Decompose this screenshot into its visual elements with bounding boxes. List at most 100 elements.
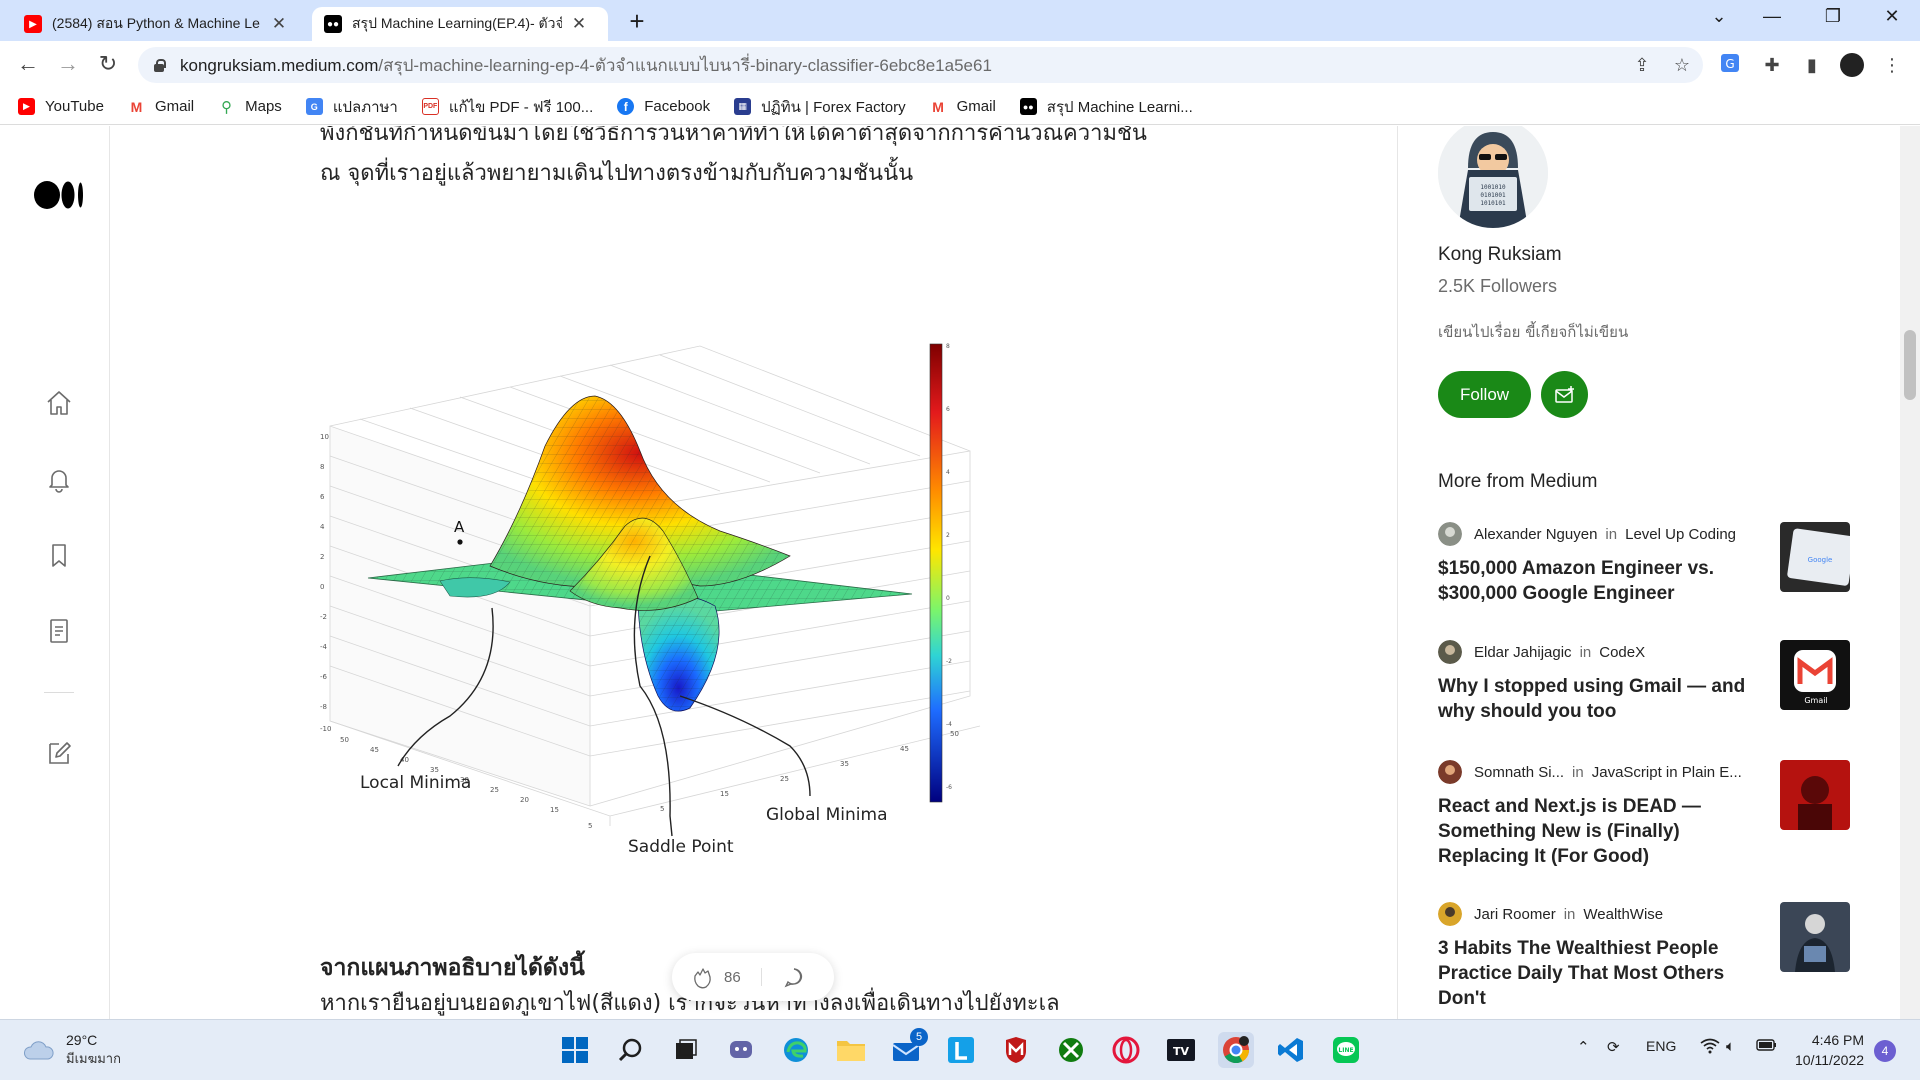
page-scrollbar[interactable]	[1900, 126, 1920, 1019]
story-publication[interactable]: WealthWise	[1583, 905, 1664, 923]
address-bar[interactable]: kongruksiam.medium.com/สรุป-machine-lear…	[138, 47, 1703, 83]
recommended-story[interactable]: Somnath Si... in JavaScript in Plain E..…	[1438, 760, 1898, 869]
story-author[interactable]: Jari Roomer	[1474, 905, 1556, 923]
share-icon[interactable]: ⇪	[1634, 55, 1650, 75]
author-mini-avatar[interactable]	[1438, 522, 1462, 546]
recommended-story[interactable]: Jari Roomer in WealthWise 3 Habits The W…	[1438, 902, 1898, 1011]
svg-text:1001010: 1001010	[1480, 184, 1506, 191]
story-publication[interactable]: Level Up Coding	[1625, 525, 1737, 543]
show-hidden-icons-chevron[interactable]: ⌃	[1577, 1039, 1590, 1056]
edge-browser-button[interactable]	[778, 1032, 814, 1068]
search-button[interactable]	[613, 1032, 649, 1068]
bookmark-gmail-2[interactable]: M Gmail	[929, 98, 996, 115]
recommended-story[interactable]: Eldar Jahijagic in CodeX Why I stopped u…	[1438, 640, 1898, 724]
response-comment-icon[interactable]	[782, 965, 806, 989]
story-headline[interactable]: $150,000 Amazon Engineer vs. $300,000 Go…	[1438, 558, 1714, 604]
back-button[interactable]: ←	[17, 51, 39, 76]
author-mini-avatar[interactable]	[1438, 760, 1462, 784]
close-tab-icon[interactable]: ✕	[271, 14, 287, 33]
subscribe-email-button[interactable]	[1541, 371, 1588, 418]
story-thumbnail[interactable]	[1780, 760, 1850, 830]
mail-button[interactable]: 5	[888, 1028, 928, 1068]
bookmarks-list-icon[interactable]	[44, 540, 74, 570]
weather-widget[interactable]: 29°C มีเมฆมาก	[22, 1032, 121, 1069]
mcafee-button[interactable]	[998, 1032, 1034, 1068]
story-thumbnail[interactable]: Google	[1780, 522, 1850, 592]
svg-text:-8: -8	[320, 703, 327, 711]
new-tab-button[interactable]: +	[629, 6, 645, 36]
bookmark-youtube[interactable]: ▶ YouTube	[18, 98, 104, 115]
tradingview-button[interactable]: TV	[1163, 1032, 1199, 1068]
story-thumbnail[interactable]: Gmail	[1780, 640, 1850, 710]
tab-medium[interactable]: ●● สรุป Machine Learning(EP.4)- ตัวจำ ✕	[312, 7, 608, 41]
lock-icon[interactable]	[152, 58, 166, 72]
story-headline[interactable]: 3 Habits The Wealthiest People Practice …	[1438, 938, 1725, 1009]
story-headline[interactable]: Why I stopped using Gmail — and why shou…	[1438, 676, 1746, 722]
story-author[interactable]: Somnath Si...	[1474, 763, 1565, 781]
story-headline[interactable]: React and Next.js is DEAD — Something Ne…	[1438, 796, 1701, 867]
author-followers[interactable]: 2.5K Followers	[1438, 276, 1558, 296]
bookmark-forex-factory[interactable]: ▦ ปฏิทิน | Forex Factory	[734, 95, 906, 119]
bookmark-medium-article[interactable]: ●● สรุป Machine Learni...	[1019, 95, 1193, 119]
stories-document-icon[interactable]	[44, 616, 74, 646]
teams-chat-button[interactable]	[723, 1032, 759, 1068]
line-button[interactable]: LINE	[1328, 1032, 1364, 1068]
bookmark-gmail[interactable]: M Gmail	[127, 98, 194, 115]
close-window-button[interactable]: ✕	[1884, 6, 1900, 26]
system-clock[interactable]: 4:46 PM 10/11/2022	[1795, 1030, 1864, 1070]
tab-youtube[interactable]: ▶ (2584) สอน Python & Machine Le ✕	[12, 7, 300, 41]
recommended-story[interactable]: Alexander Nguyen in Level Up Coding $150…	[1438, 522, 1898, 606]
profile-avatar[interactable]	[1840, 53, 1864, 77]
battery-charging-icon[interactable]	[1756, 1038, 1778, 1056]
chrome-button[interactable]	[1218, 1032, 1254, 1068]
svg-text:8: 8	[946, 343, 950, 350]
vscode-button[interactable]	[1273, 1032, 1309, 1068]
bookmark-facebook[interactable]: f Facebook	[617, 98, 710, 115]
opera-button[interactable]	[1108, 1032, 1144, 1068]
maximize-button[interactable]: ❐	[1824, 6, 1842, 26]
start-button[interactable]	[557, 1032, 593, 1068]
bookmark-maps[interactable]: ⚲ Maps	[218, 98, 282, 116]
scrollbar-thumb[interactable]	[1904, 330, 1916, 400]
notification-badge[interactable]: 4	[1874, 1040, 1896, 1062]
file-explorer-button[interactable]	[833, 1032, 869, 1068]
sync-icon[interactable]: ⟳	[1607, 1039, 1620, 1056]
notifications-bell-icon[interactable]	[44, 464, 74, 494]
clap-icon[interactable]	[690, 964, 716, 990]
extensions-puzzle-icon[interactable]: ✚	[1764, 55, 1780, 75]
volume-icon[interactable]: 🔈︎	[1726, 1038, 1736, 1055]
bookmark-translate[interactable]: G แปลภาษา	[305, 95, 398, 119]
author-mini-avatar[interactable]	[1438, 640, 1462, 664]
author-avatar[interactable]: 1001010 0101001 1010101	[1438, 126, 1548, 228]
story-author[interactable]: Alexander Nguyen	[1474, 525, 1598, 543]
bookmark-pdf[interactable]: PDF แก้ไข PDF - ฟรี 100...	[421, 98, 594, 116]
home-icon[interactable]	[44, 388, 74, 418]
minimize-button[interactable]: —	[1763, 6, 1781, 26]
story-author[interactable]: Eldar Jahijagic	[1474, 643, 1572, 661]
follow-button[interactable]: Follow	[1438, 371, 1531, 418]
l-app-button[interactable]	[943, 1032, 979, 1068]
author-mini-avatar[interactable]	[1438, 902, 1462, 926]
forward-button[interactable]: →	[57, 51, 79, 76]
chrome-menu-icon[interactable]: ⋮	[1883, 55, 1901, 75]
medium-logo-icon[interactable]	[34, 180, 86, 210]
windows-taskbar: 29°C มีเมฆมาก 5 TV	[0, 1019, 1920, 1080]
task-view-button[interactable]	[668, 1032, 704, 1068]
chrome-icon	[1223, 1036, 1250, 1064]
side-panel-icon[interactable]: ▮	[1807, 55, 1817, 75]
write-pencil-icon[interactable]	[44, 738, 74, 768]
story-publication[interactable]: CodeX	[1599, 643, 1646, 661]
xbox-button[interactable]	[1053, 1032, 1089, 1068]
close-tab-icon[interactable]: ✕	[571, 14, 587, 33]
story-thumbnail[interactable]	[1780, 902, 1850, 972]
tab-search-icon[interactable]: ⌄	[1711, 6, 1727, 26]
wifi-icon[interactable]	[1700, 1038, 1720, 1058]
svg-text:45: 45	[900, 745, 909, 753]
language-indicator[interactable]: ENG	[1646, 1038, 1677, 1054]
bookmark-star-icon[interactable]: ☆	[1673, 55, 1691, 75]
url-text[interactable]: kongruksiam.medium.com/สรุป-machine-lear…	[180, 55, 992, 75]
translate-extension-icon[interactable]: G	[1718, 53, 1742, 77]
story-publication[interactable]: JavaScript in Plain E...	[1591, 763, 1742, 781]
reload-button[interactable]: ↻	[98, 51, 118, 76]
author-name[interactable]: Kong Ruksiam	[1438, 244, 1562, 265]
